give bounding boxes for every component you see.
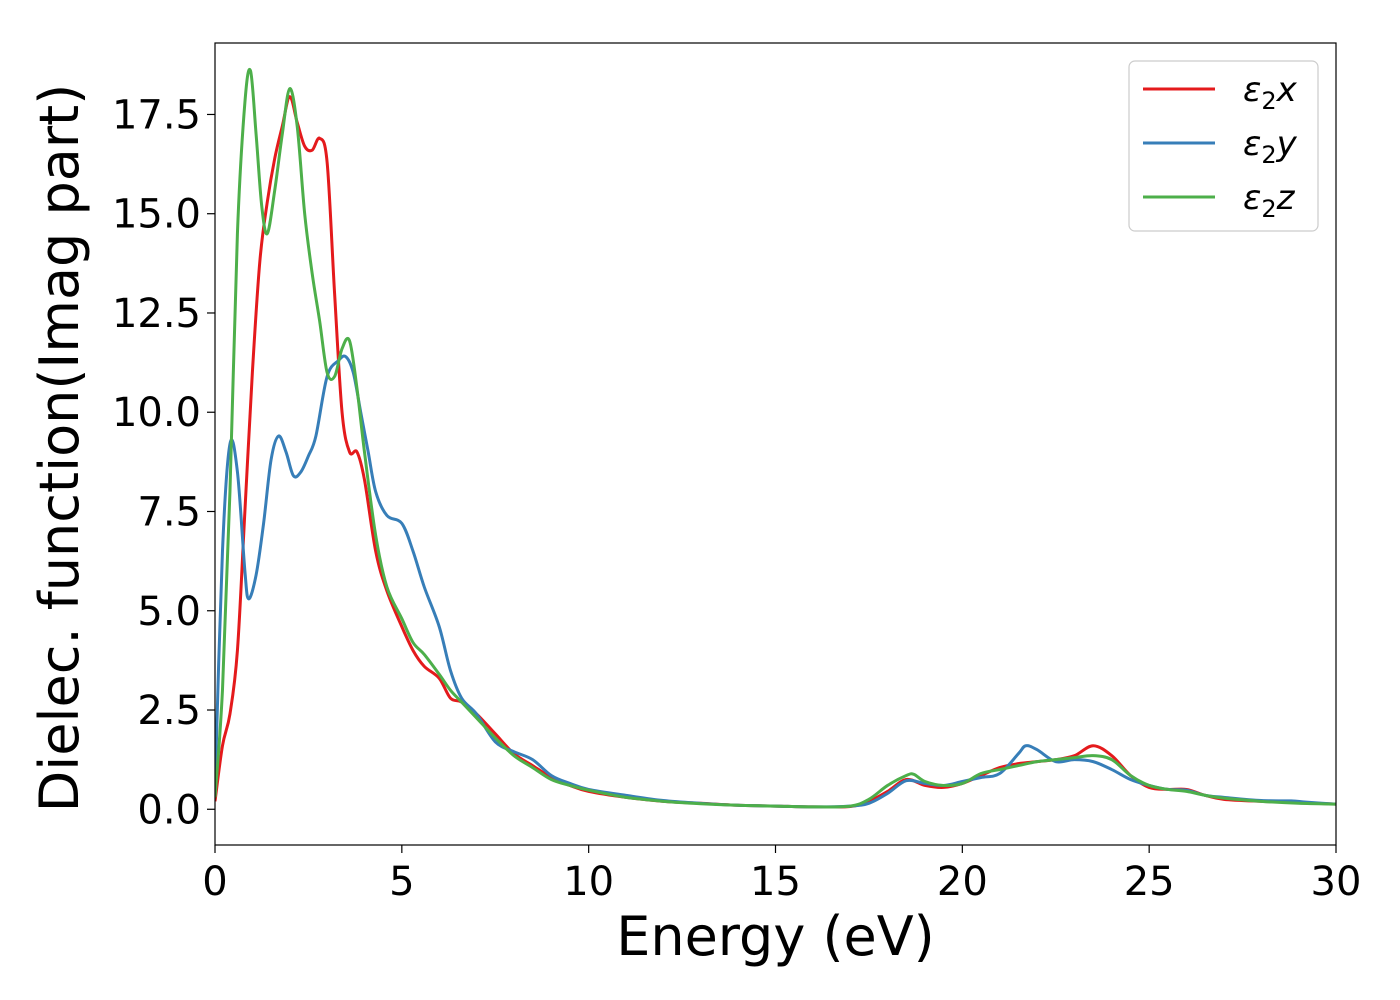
x-tick-label: 10 [563, 859, 614, 905]
x-tick-label: 15 [750, 859, 801, 905]
legend-label-y: ε2y [1243, 124, 1298, 169]
legend-label-x: ε2x [1243, 70, 1298, 115]
y-tick-label: 15.0 [112, 192, 201, 238]
y-tick-label: 10.0 [112, 390, 201, 436]
series-line-z [215, 68, 1336, 809]
legend-label-z: ε2z [1243, 178, 1296, 223]
legend-box [1128, 60, 1319, 232]
x-tick-label: 0 [202, 859, 227, 905]
y-tick-label: 2.5 [137, 688, 201, 734]
y-axis-label: Dielec. function(Imag part) [28, 84, 91, 813]
legend: ε2x ε2y ε2z [1128, 60, 1319, 232]
x-axis-ticks: 0 5 10 15 20 25 30 [202, 845, 1361, 905]
x-tick-label: 30 [1311, 859, 1362, 905]
y-axis-ticks: 0.0 2.5 5.0 7.5 10.0 12.5 15.0 17.5 [112, 92, 215, 833]
x-tick-label: 25 [1124, 859, 1175, 905]
x-axis-label: Energy (eV) [616, 905, 935, 968]
x-tick-label: 5 [389, 859, 414, 905]
series-layer [215, 68, 1336, 809]
x-tick-label: 20 [937, 859, 988, 905]
series-line-y [215, 354, 1336, 809]
series-line-x [215, 95, 1336, 809]
y-tick-label: 0.0 [137, 787, 201, 833]
y-tick-label: 12.5 [112, 291, 201, 337]
y-tick-label: 7.5 [137, 489, 201, 535]
y-tick-label: 17.5 [112, 92, 201, 138]
y-tick-label: 5.0 [137, 589, 201, 635]
